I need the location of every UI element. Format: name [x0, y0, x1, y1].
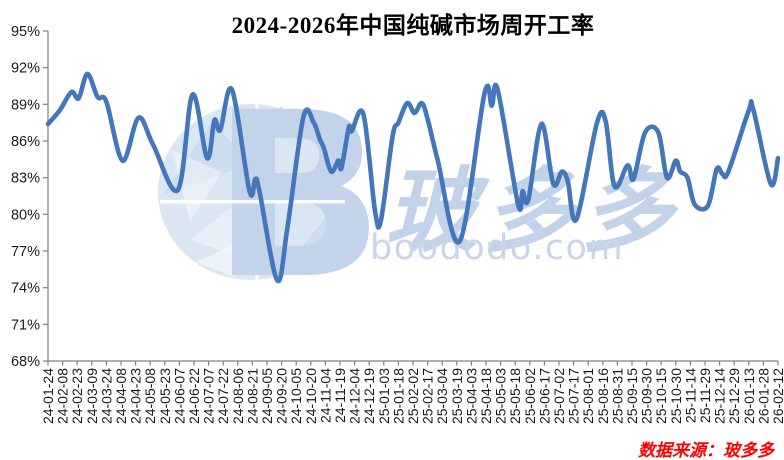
x-tick-label: 24-05-23 — [157, 368, 173, 424]
x-tick-label: 25-11-29 — [697, 368, 713, 423]
y-tick-label: 83% — [11, 171, 40, 187]
x-tick-label: 24-10-20 — [303, 368, 319, 424]
chart-title: 2024-2026年中国纯碱市场周开工率 — [231, 13, 595, 38]
x-tick-label: 24-09-05 — [259, 368, 275, 424]
x-tick-label: 25-10-15 — [653, 368, 669, 424]
line-series — [45, 71, 781, 284]
x-tick-label: 24-08-21 — [244, 368, 260, 424]
x-tick-label: 24-02-23 — [69, 368, 85, 424]
x-tick-label: 24-06-07 — [171, 368, 187, 424]
x-tick-label: 24-04-23 — [128, 368, 144, 424]
x-tick-label: 25-05-18 — [507, 368, 523, 424]
y-tick-label: 92% — [11, 61, 40, 77]
x-tick-label: 24-08-06 — [230, 368, 246, 424]
watermark-logo-letter: B — [211, 63, 385, 329]
x-tick-label: 24-06-22 — [186, 368, 202, 424]
x-tick-label: 24-07-07 — [201, 368, 217, 424]
x-tick-label: 24-11-19 — [332, 368, 348, 423]
x-tick-label: 26-01-28 — [755, 368, 771, 424]
x-tick-label: 24-07-22 — [215, 368, 231, 424]
x-tick-label: 25-06-17 — [536, 368, 552, 424]
x-tick-label: 25-07-17 — [566, 368, 582, 424]
x-tick-label: 25-01-18 — [390, 368, 406, 424]
x-tick-label: 24-03-09 — [84, 368, 100, 424]
watermark-brand-cjk: 玻多多 — [385, 161, 679, 263]
x-tick-label: 25-08-31 — [609, 368, 625, 424]
x-tick-label: 25-04-03 — [463, 368, 479, 424]
x-tick-label: 25-12-29 — [726, 368, 742, 424]
x-tick-label: 24-03-24 — [98, 368, 114, 424]
axis-labels: 95%92%89%86%83%80%77%74%71%68%24-01-2424… — [11, 24, 784, 424]
y-tick-label: 95% — [11, 24, 40, 40]
x-tick-label: 24-12-19 — [361, 368, 377, 424]
x-tick-label: 25-01-03 — [376, 368, 392, 424]
watermark-brand-domain: boododo.com — [370, 228, 624, 268]
x-tick-label: 25-06-02 — [522, 368, 538, 424]
x-tick-label: 24-10-05 — [288, 368, 304, 424]
x-tick-label: 25-08-16 — [595, 368, 611, 424]
x-tick-label: 25-03-04 — [434, 368, 450, 424]
y-tick-label: 89% — [11, 97, 40, 113]
x-tick-label: 25-02-17 — [420, 368, 436, 424]
x-tick-label: 24-01-24 — [40, 368, 56, 424]
y-tick-label: 80% — [11, 207, 40, 223]
x-tick-label: 24-04-08 — [113, 368, 129, 424]
data-source-note: 数据来源：玻多多 — [638, 441, 774, 460]
x-tick-label: 25-10-30 — [668, 368, 684, 424]
y-tick-label: 68% — [11, 354, 40, 370]
x-tick-label: 24-02-08 — [55, 368, 71, 424]
x-tick-label: 25-08-01 — [580, 368, 596, 424]
x-tick-label: 25-07-02 — [551, 368, 567, 424]
x-tick-label: 24-09-20 — [274, 368, 290, 424]
x-tick-label: 26-02-12 — [770, 368, 784, 424]
y-tick-label: 71% — [11, 317, 40, 333]
x-tick-label: 26-01-13 — [741, 368, 757, 424]
x-tick-label: 25-11-14 — [682, 368, 698, 423]
y-tick-label: 77% — [11, 244, 40, 260]
x-tick-label: 25-05-03 — [493, 368, 509, 424]
x-tick-label: 24-05-08 — [142, 368, 158, 424]
axes — [43, 30, 779, 366]
x-tick-label: 24-12-04 — [347, 368, 363, 424]
y-tick-label: 86% — [11, 134, 40, 150]
x-tick-label: 25-02-02 — [405, 368, 421, 424]
x-tick-label: 24-11-04 — [317, 368, 333, 423]
x-tick-label: 25-12-14 — [712, 368, 728, 424]
x-tick-label: 25-09-15 — [624, 368, 640, 424]
x-tick-label: 25-09-30 — [639, 368, 655, 424]
y-tick-label: 74% — [11, 281, 40, 297]
x-tick-label: 25-04-18 — [478, 368, 494, 424]
x-tick-label: 25-03-19 — [449, 368, 465, 424]
